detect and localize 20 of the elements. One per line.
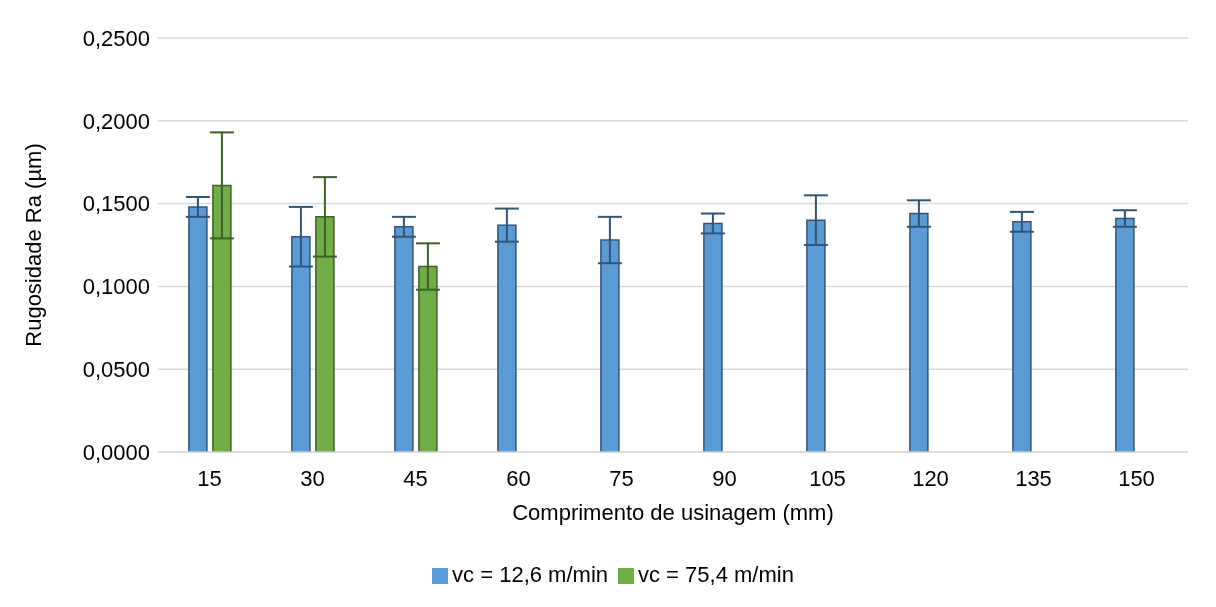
y-tick-label: 0,2000	[82, 108, 150, 134]
y-tick-label: 0,0000	[82, 439, 150, 465]
x-tick-label: 60	[506, 465, 531, 491]
y-axis-title: Rugosidade Ra (µm)	[20, 143, 46, 347]
x-tick-label: 135	[1015, 465, 1052, 491]
x-tick-label: 75	[609, 465, 634, 491]
y-tick-label: 0,1500	[82, 191, 150, 217]
x-tick-label: 45	[403, 465, 428, 491]
legend-label: vc = 12,6 m/min	[452, 562, 608, 587]
x-tick-label: 105	[809, 465, 846, 491]
x-tick-label: 15	[197, 465, 222, 491]
x-tick-label: 90	[712, 465, 737, 491]
y-tick-label: 0,0500	[82, 357, 150, 383]
y-tick-label: 0,2500	[82, 25, 150, 51]
x-tick-label: 150	[1118, 465, 1155, 491]
y-tick-label: 0,1000	[82, 274, 150, 300]
x-axis-title: Comprimento de usinagem (mm)	[512, 500, 834, 525]
legend-label: vc = 75,4 m/min	[638, 562, 794, 587]
x-tick-label: 120	[912, 465, 949, 491]
x-tick-label: 30	[300, 465, 325, 491]
